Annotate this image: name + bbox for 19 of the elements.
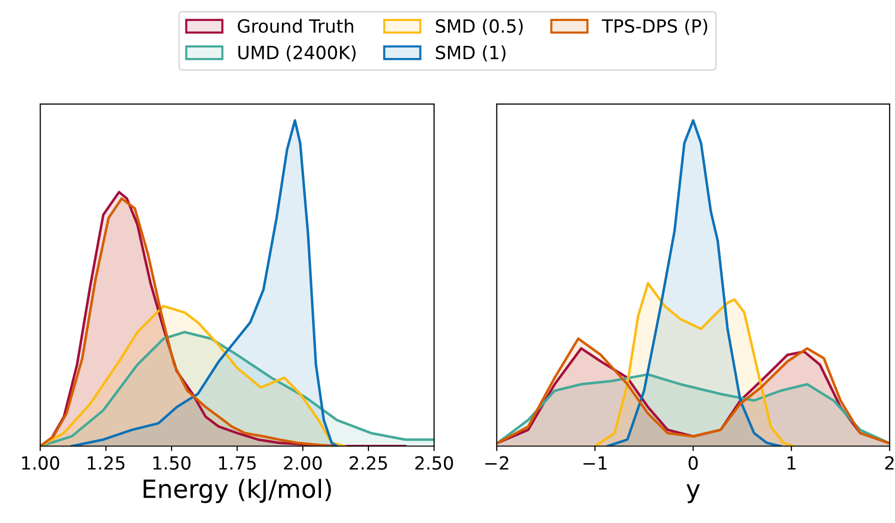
legend-label: SMD (1): [436, 45, 506, 62]
x-tick-label: 0: [688, 456, 698, 470]
legend-label: TPS-DPS (P): [602, 18, 708, 35]
x-tick-label: 1: [788, 456, 796, 470]
x-tick-label: 1.00: [22, 456, 60, 470]
x-axis-title: y: [686, 484, 700, 504]
x-tick-label: −2: [485, 456, 508, 470]
legend-label: UMD (2400K): [238, 45, 356, 62]
x-tick-label: 1.25: [88, 456, 124, 470]
x-tick-label: 1.75: [219, 456, 256, 470]
x-axis-title: Energy (kJ/mol): [144, 478, 331, 504]
x-tick-label: 2.50: [415, 456, 453, 470]
legend-label: Ground Truth: [238, 18, 354, 33]
x-tick-label: 2.00: [284, 456, 322, 470]
x-tick-label: 2.25: [350, 456, 387, 470]
x-tick-label: −1: [584, 456, 607, 470]
legend-label: SMD (0.5): [436, 18, 523, 35]
x-tick-label: 1.50: [153, 456, 190, 470]
x-tick-label: 2: [885, 456, 894, 470]
